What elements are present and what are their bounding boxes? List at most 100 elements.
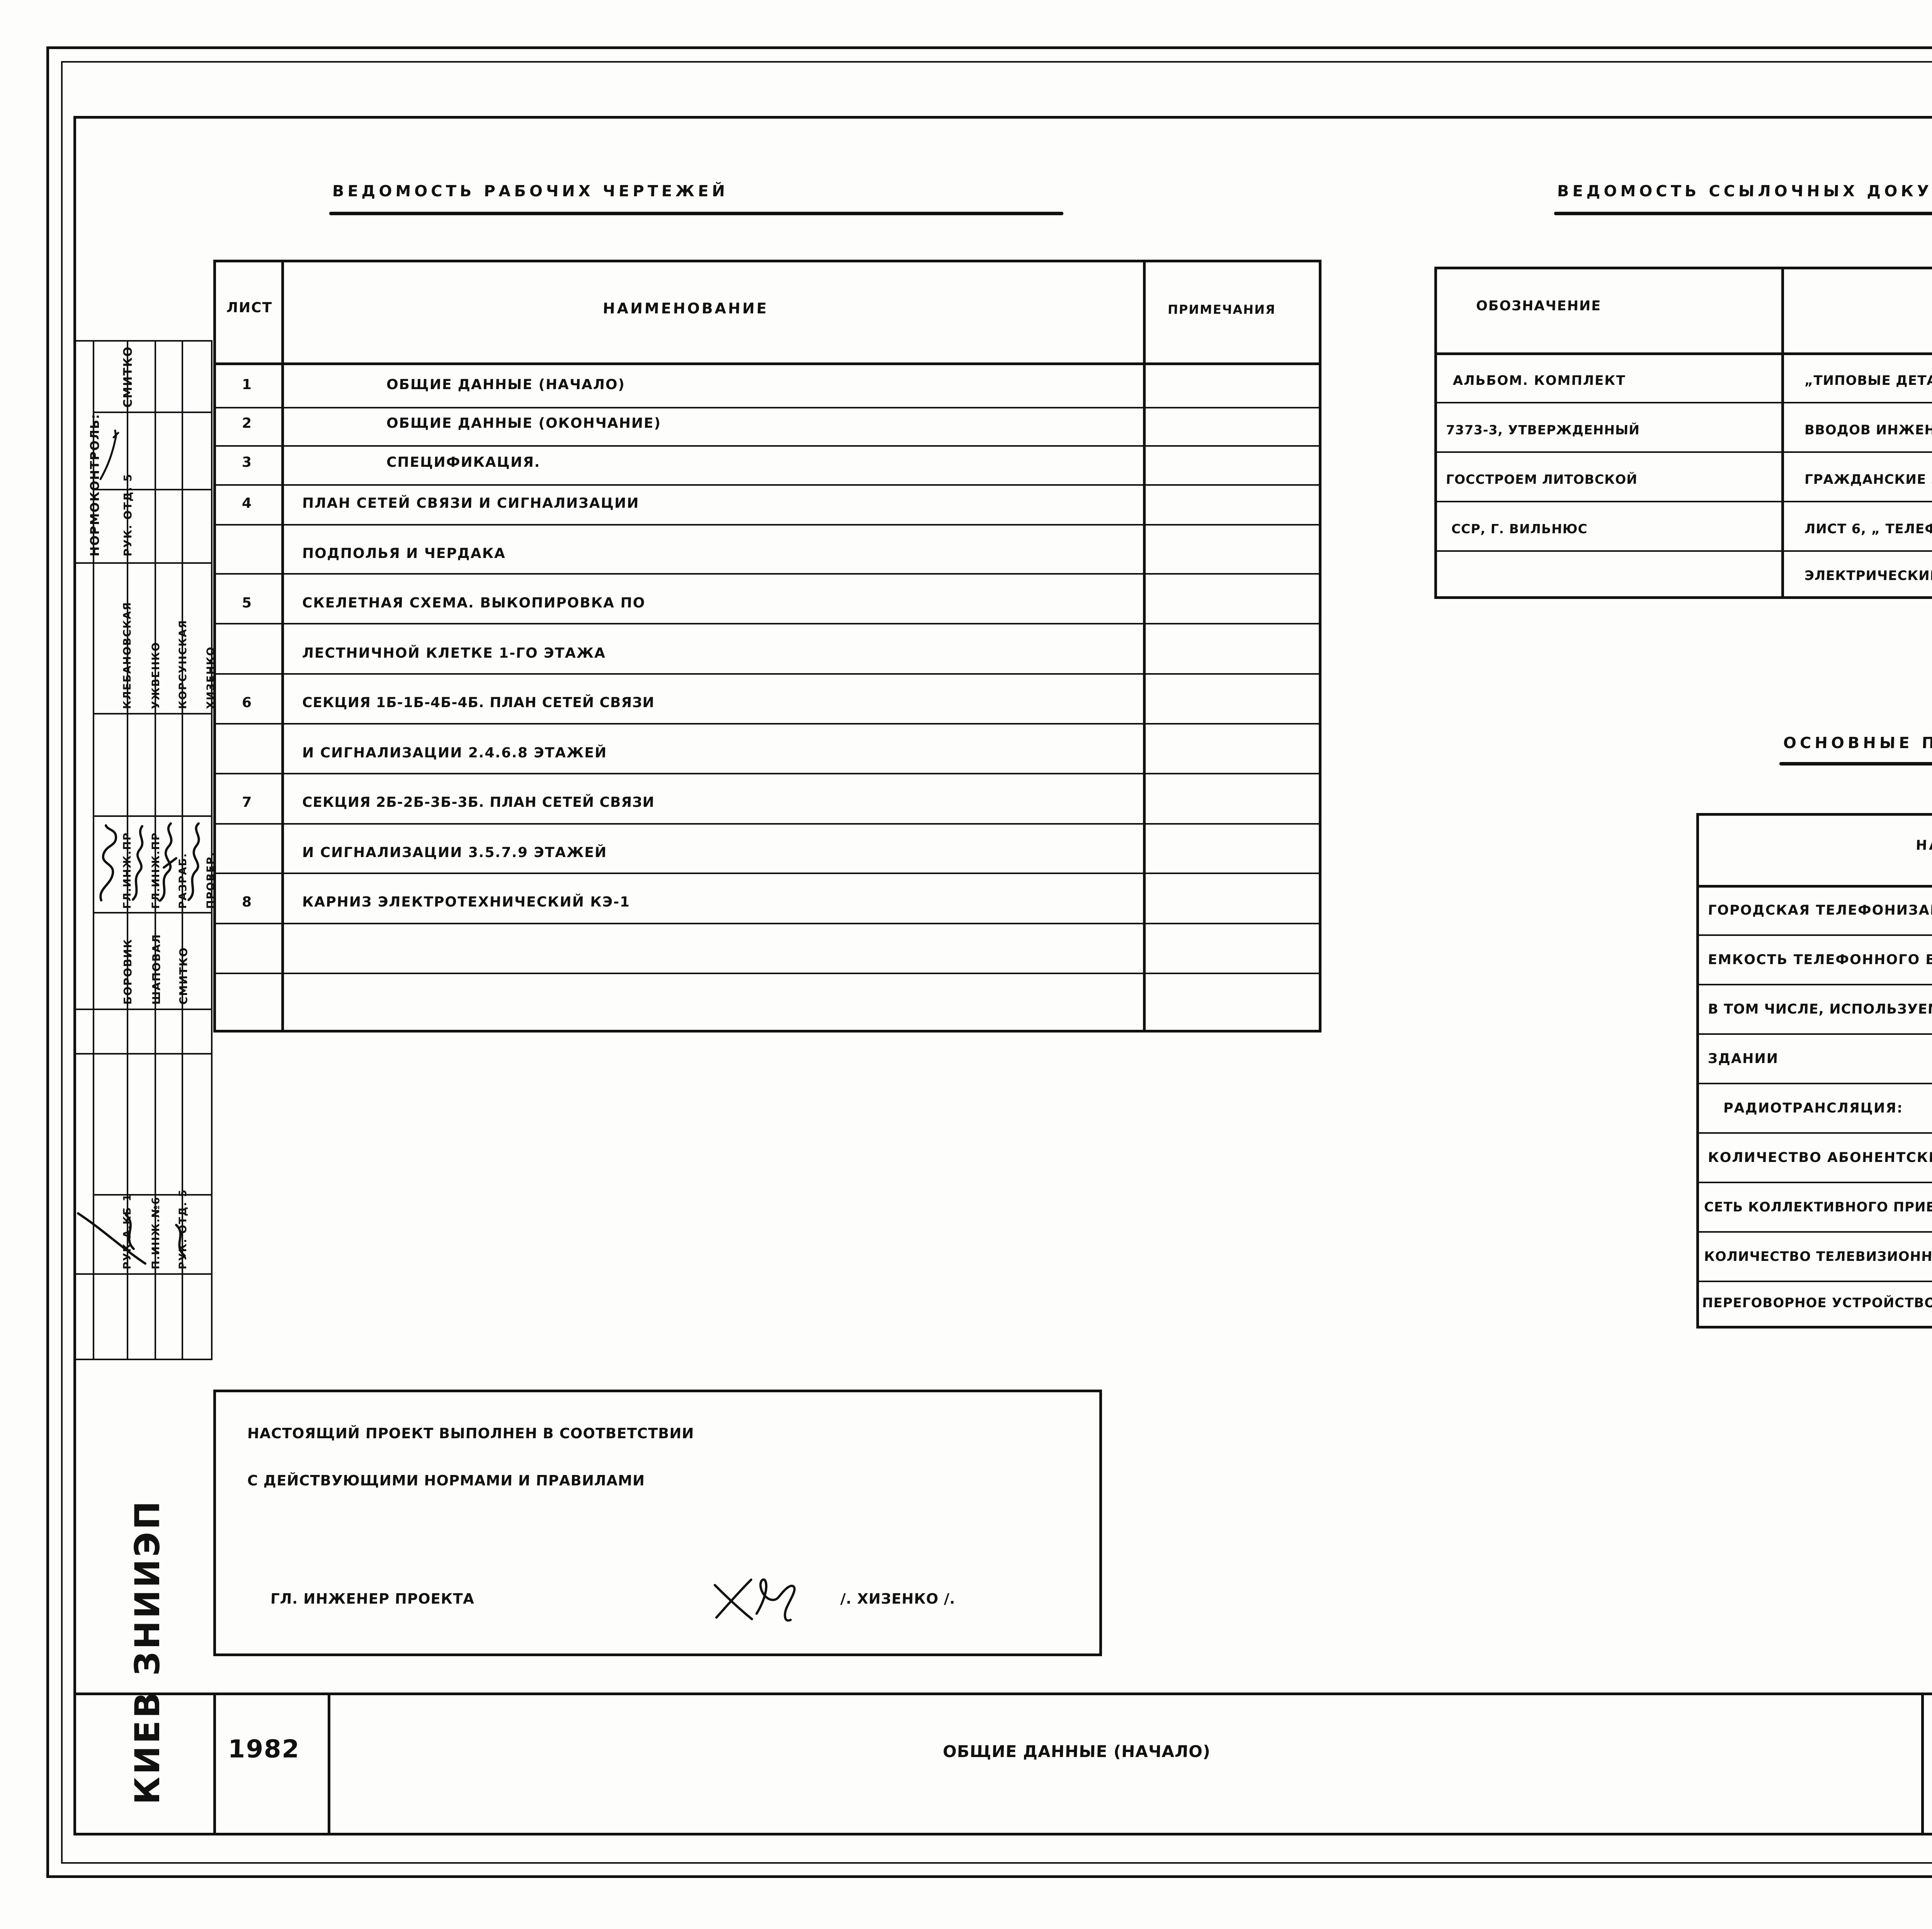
signature-scribble-1 <box>97 429 126 483</box>
indicators-table <box>1696 813 1932 1329</box>
table-row: Радиотрансляция: <box>1723 1101 1903 1116</box>
table-row: „Типовые детали уплотнения <box>1804 373 1932 388</box>
stamp-hline-10 <box>73 1273 213 1275</box>
reference-table-title-rule <box>1554 212 1932 215</box>
table-row: лист 6, „ телефонные и <box>1804 521 1932 537</box>
stamp-hline-2 <box>93 489 213 490</box>
table-row: 6 <box>242 695 253 711</box>
drawings-row-rule-3 <box>213 484 1321 486</box>
title-block-top-rule <box>73 1693 1932 1695</box>
table-row: Емкость телефонного ввода, пар <box>1708 952 1932 968</box>
indicators-row-rule-7 <box>1696 1231 1932 1233</box>
signature-scribble-2 <box>96 823 126 904</box>
stamp-hline-3 <box>73 562 213 564</box>
drawings-row-rule-5 <box>213 573 1321 575</box>
drawings-row-rule-2 <box>213 445 1321 447</box>
drawings-header-sheet: Лист <box>226 300 273 316</box>
drawings-row-rule-13 <box>213 973 1321 974</box>
reference-table-title: ВЕДОМОСТЬ ССЫЛОЧНЫХ ДОКУМЕНТОВ <box>1557 182 1932 200</box>
drawings-header-notes: Примечания <box>1167 302 1276 317</box>
indicators-header-rule <box>1696 885 1932 888</box>
table-row: 3 <box>242 454 253 470</box>
drawings-row-rule-9 <box>213 773 1321 774</box>
drawings-col-divider-2 <box>1143 260 1146 1033</box>
reference-header-rule <box>1434 352 1932 355</box>
stamp-name-borovik: Боровик <box>121 938 134 1005</box>
note-engineer-name: /. Хизенко /. <box>840 1590 956 1607</box>
table-row: Госстроем Литовской <box>1446 472 1638 487</box>
indicators-row-rule-4 <box>1696 1083 1932 1084</box>
drawings-row-rule-1 <box>213 407 1321 408</box>
stamp-vline-1 <box>93 340 94 1360</box>
stamp-vline-3 <box>155 340 156 1360</box>
stamp-hline-5 <box>93 815 213 817</box>
signature-scribble-6 <box>76 1202 215 1273</box>
stamp-hline-9 <box>93 1194 213 1196</box>
table-row: в том числе, используемых в данном <box>1708 1002 1932 1017</box>
reference-header-designation: Обозначение <box>1476 298 1602 314</box>
drawings-row-rule-6 <box>213 623 1321 624</box>
table-row: Количество телевизионных антенн <box>1704 1249 1932 1264</box>
table-row: 2 <box>242 415 253 431</box>
table-row: подполья и чердака <box>302 546 506 561</box>
table-row: 7373-3, утвержденный <box>1446 422 1640 437</box>
table-row: Секция 1Б-1Б-4Б-4Б. План сетей связи <box>302 695 655 711</box>
signature-scribble-4 <box>156 821 181 904</box>
reference-row-rule-2 <box>1434 451 1932 453</box>
table-row: 5 <box>242 595 253 611</box>
table-row: План сетей связи и сигнализации <box>302 495 640 511</box>
indicators-row-rule-6 <box>1696 1182 1932 1183</box>
note-engineer-label: Гл. инженер проекта <box>270 1590 475 1607</box>
page-title: Общие данные (начало) <box>942 1742 1211 1761</box>
table-row: Карниз электротехнический КЭ-1 <box>302 894 631 910</box>
table-row: Альбом. комплект <box>1452 373 1626 388</box>
signature-scribble-5 <box>184 821 209 904</box>
stamp-vline-4 <box>182 340 183 1360</box>
table-row: 8 <box>242 894 253 910</box>
drawings-row-rule-11 <box>213 873 1321 874</box>
stamp-hline-4 <box>93 713 213 714</box>
page-inner-border <box>61 61 1932 1864</box>
note-block <box>213 1390 1102 1656</box>
drawings-table <box>213 260 1321 1033</box>
table-row: лестничной клетке 1-го этажа <box>302 645 606 661</box>
table-row: Переговорное устройство шт.| квартир <box>1702 1295 1932 1311</box>
table-row: 4 <box>242 495 253 511</box>
table-row: Скелетная схема. Выкопировка по <box>302 595 646 611</box>
stamp-vline-2 <box>127 340 128 1360</box>
table-row: 1 <box>242 377 253 393</box>
table-row: Городская телефонизация: <box>1708 903 1932 918</box>
indicators-row-rule-2 <box>1696 984 1932 985</box>
table-row: Спецификация. <box>386 454 541 470</box>
table-row: Общие данные (начало) <box>386 377 626 393</box>
table-row: Секция 2Б-2Б-3Б-3Б. План сетей связи <box>302 794 655 810</box>
indicators-row-rule-8 <box>1696 1281 1932 1282</box>
table-row: гражданские здания" <box>1804 472 1932 487</box>
stamp-hline-6 <box>93 912 213 913</box>
drawings-header-name: Наименование <box>602 300 769 317</box>
indicators-row-rule-1 <box>1696 934 1932 936</box>
stamp-frame <box>73 340 213 1360</box>
table-row: Сеть коллективного приема телевидения: <box>1704 1199 1932 1215</box>
reference-row-rule-1 <box>1434 402 1932 403</box>
drawings-row-rule-12 <box>213 923 1321 924</box>
drawings-table-title-rule <box>329 212 1063 215</box>
note-line-1: Настоящий проект выполнен в соответствии <box>247 1425 694 1442</box>
table-row: здании <box>1708 1051 1779 1067</box>
drawings-row-rule-7 <box>213 673 1321 675</box>
drawings-col-divider-1 <box>281 260 284 1033</box>
page-outer-border <box>46 46 1932 1878</box>
stamp-hline-7 <box>73 1009 213 1010</box>
title-block-vline-2 <box>328 1693 330 1835</box>
stamp-hline-8 <box>73 1053 213 1055</box>
stamp-name-klebanovskaya: Клебановская <box>121 601 133 709</box>
reference-table <box>1434 267 1932 599</box>
indicators-header-name: Наименование <box>1915 838 1932 853</box>
title-block-vline-3 <box>1921 1693 1924 1835</box>
stamp-hline-1 <box>93 412 213 413</box>
table-row: 7 <box>242 794 253 810</box>
indicators-row-rule-3 <box>1696 1033 1932 1035</box>
table-row: ССР, г. Вильнюс <box>1451 521 1588 536</box>
stamp-name-shapoval: Шаповал <box>150 934 163 1005</box>
